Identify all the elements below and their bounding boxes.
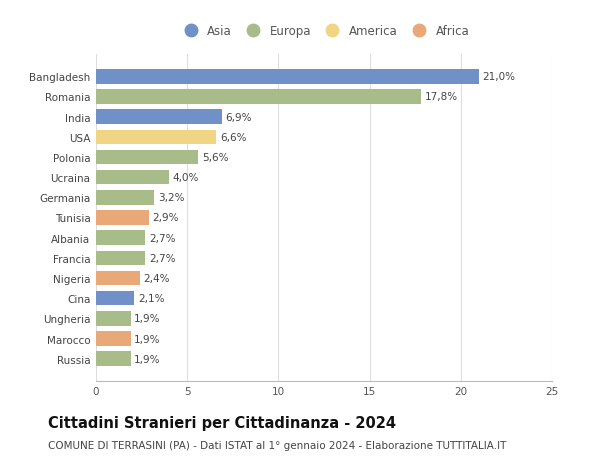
- Text: 1,9%: 1,9%: [134, 354, 161, 364]
- Text: 2,1%: 2,1%: [138, 294, 164, 303]
- Text: COMUNE DI TERRASINI (PA) - Dati ISTAT al 1° gennaio 2024 - Elaborazione TUTTITAL: COMUNE DI TERRASINI (PA) - Dati ISTAT al…: [48, 440, 506, 450]
- Bar: [96, 90, 421, 105]
- Bar: [96, 130, 217, 145]
- Text: 2,7%: 2,7%: [149, 233, 175, 243]
- Bar: [96, 110, 222, 125]
- Bar: [96, 352, 131, 366]
- Bar: [96, 190, 154, 205]
- Text: 17,8%: 17,8%: [424, 92, 457, 102]
- Bar: [96, 291, 134, 306]
- Text: 6,9%: 6,9%: [226, 112, 252, 123]
- Bar: [96, 70, 479, 84]
- Text: 5,6%: 5,6%: [202, 153, 228, 162]
- Text: 6,6%: 6,6%: [220, 133, 247, 142]
- Bar: [96, 271, 140, 285]
- Text: 2,9%: 2,9%: [152, 213, 179, 223]
- Bar: [96, 211, 149, 225]
- Bar: [96, 251, 145, 265]
- Bar: [96, 171, 169, 185]
- Bar: [96, 151, 198, 165]
- Text: 21,0%: 21,0%: [482, 72, 515, 82]
- Bar: [96, 311, 131, 326]
- Bar: [96, 331, 131, 346]
- Text: 3,2%: 3,2%: [158, 193, 185, 203]
- Legend: Asia, Europa, America, Africa: Asia, Europa, America, Africa: [175, 22, 473, 42]
- Text: 2,7%: 2,7%: [149, 253, 175, 263]
- Text: 4,0%: 4,0%: [173, 173, 199, 183]
- Text: 1,9%: 1,9%: [134, 334, 161, 344]
- Bar: [96, 231, 145, 246]
- Text: Cittadini Stranieri per Cittadinanza - 2024: Cittadini Stranieri per Cittadinanza - 2…: [48, 415, 396, 431]
- Text: 1,9%: 1,9%: [134, 313, 161, 324]
- Text: 2,4%: 2,4%: [143, 274, 170, 283]
